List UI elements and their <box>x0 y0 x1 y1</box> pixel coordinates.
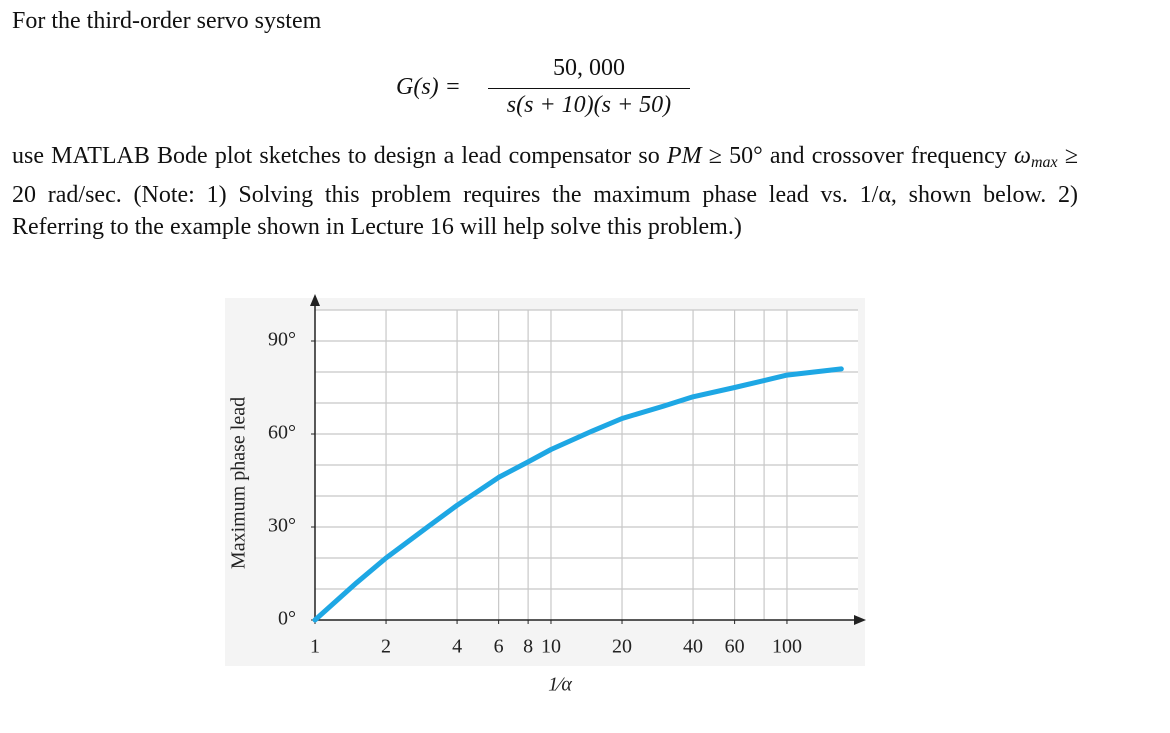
text: ≥ 20 rad/sec. (Note: 1) Solving this pro… <box>12 143 1078 240</box>
y-tick-label: 30° <box>268 515 296 537</box>
line <box>312 366 844 623</box>
x-tick-label: 40 <box>683 636 703 658</box>
y-axis-arrow <box>310 294 320 306</box>
fraction-bar <box>488 88 690 89</box>
text: ≥ 50° and crossover frequency <box>701 143 1015 169</box>
paragraph: use MATLAB Bode plot sketches to design … <box>12 140 1078 243</box>
math: ω <box>1014 143 1031 169</box>
y-tick-label: 90° <box>268 329 296 351</box>
formula-denominator: s(s + 10)(s + 50) <box>506 92 672 118</box>
x-tick-label: 100 <box>772 636 802 658</box>
x-tick-label: 20 <box>612 636 632 658</box>
subscript: max <box>1030 154 1058 171</box>
text: use MATLAB Bode plot sketches to design … <box>12 143 667 169</box>
x-tick-label: 60 <box>725 636 745 658</box>
intro: For the third-order servo system <box>12 8 322 34</box>
y-tick-label: 60° <box>268 422 296 444</box>
y-tick-label: 0° <box>278 608 296 630</box>
x-tick-label: 1 <box>310 636 320 658</box>
formula-lhs: G(s) = <box>396 74 461 100</box>
x-axis-arrow <box>854 615 866 625</box>
math: PM <box>666 143 702 169</box>
y-axis-label: Maximum phase lead <box>228 397 250 569</box>
x-tick-label: 6 <box>494 636 504 658</box>
x-tick-label: 10 <box>541 636 561 658</box>
x-tick-label: 2 <box>381 636 391 658</box>
x-axis-label: 1⁄α <box>548 674 572 696</box>
x-tick-label: 4 <box>452 636 462 658</box>
formula-numerator: 50, 000 <box>553 55 625 81</box>
x-tick-label: 8 <box>523 636 533 658</box>
